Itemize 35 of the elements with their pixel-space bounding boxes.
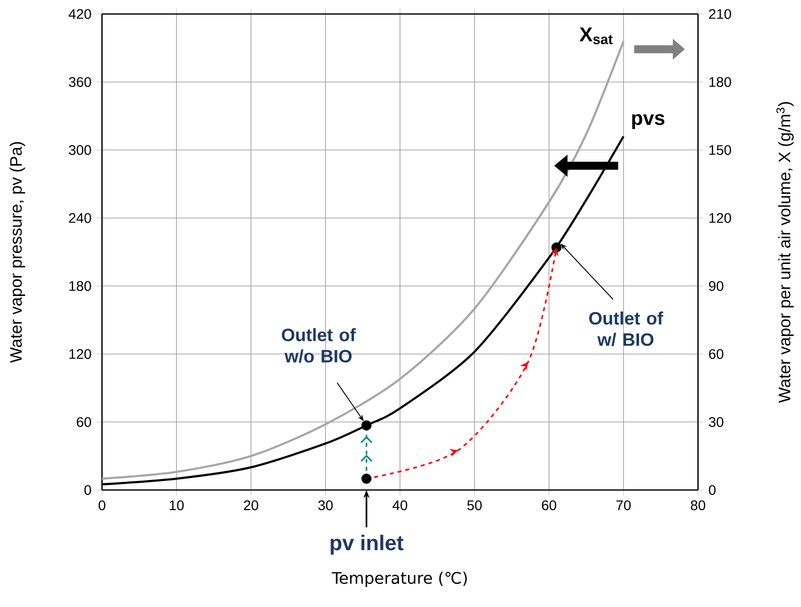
series-label: X$_{sat}$ [580,28,613,44]
x-tick-label: 80 [690,500,706,510]
y2-tick-label: 150 [709,145,732,155]
annotation: Outlet of w/o BIO [282,328,356,363]
y2-tick-label: 90 [709,281,724,291]
y2-tick-label: 60 [709,349,724,359]
y2-tick-label: 210 [709,9,732,19]
annotation: Outlet of w/ BIO [589,311,664,346]
y-axis-title: Water vapor pressure, pv (Pa) [10,142,26,363]
series-label: pvs [632,114,664,130]
y-tick-label: 420 [68,9,92,19]
y2-axis-title: Water vapor per unit air volume, X (g/m$^{3}$) [776,102,794,403]
x-tick-label: 60 [542,500,556,510]
y-tick-label: 360 [68,77,92,87]
x-tick-label: 0 [98,500,106,510]
x-tick-label: 40 [392,500,408,510]
y-tick-label: 0 [84,485,92,495]
x-tick-label: 20 [244,500,258,510]
y-tick-label: 300 [68,145,92,155]
y-tick-label: 180 [69,281,92,291]
x-tick-label: 70 [616,500,631,510]
y-tick-label: 240 [69,213,92,223]
x-tick-label: 30 [318,500,333,510]
y-tick-label: 60 [76,417,92,427]
x-tick-label: 10 [170,500,184,510]
x-axis-title: Temperature (℃) [332,572,467,588]
y2-tick-label: 120 [709,213,732,223]
x-tick-label: 50 [467,500,482,510]
point [361,420,372,430]
y-tick-label: 120 [69,349,92,359]
y2-tick-label: 180 [709,77,732,87]
y2-tick-label: 0 [708,485,716,495]
text: pv inlet [330,534,404,555]
point [361,474,372,484]
y2-tick-label: 30 [708,417,724,427]
